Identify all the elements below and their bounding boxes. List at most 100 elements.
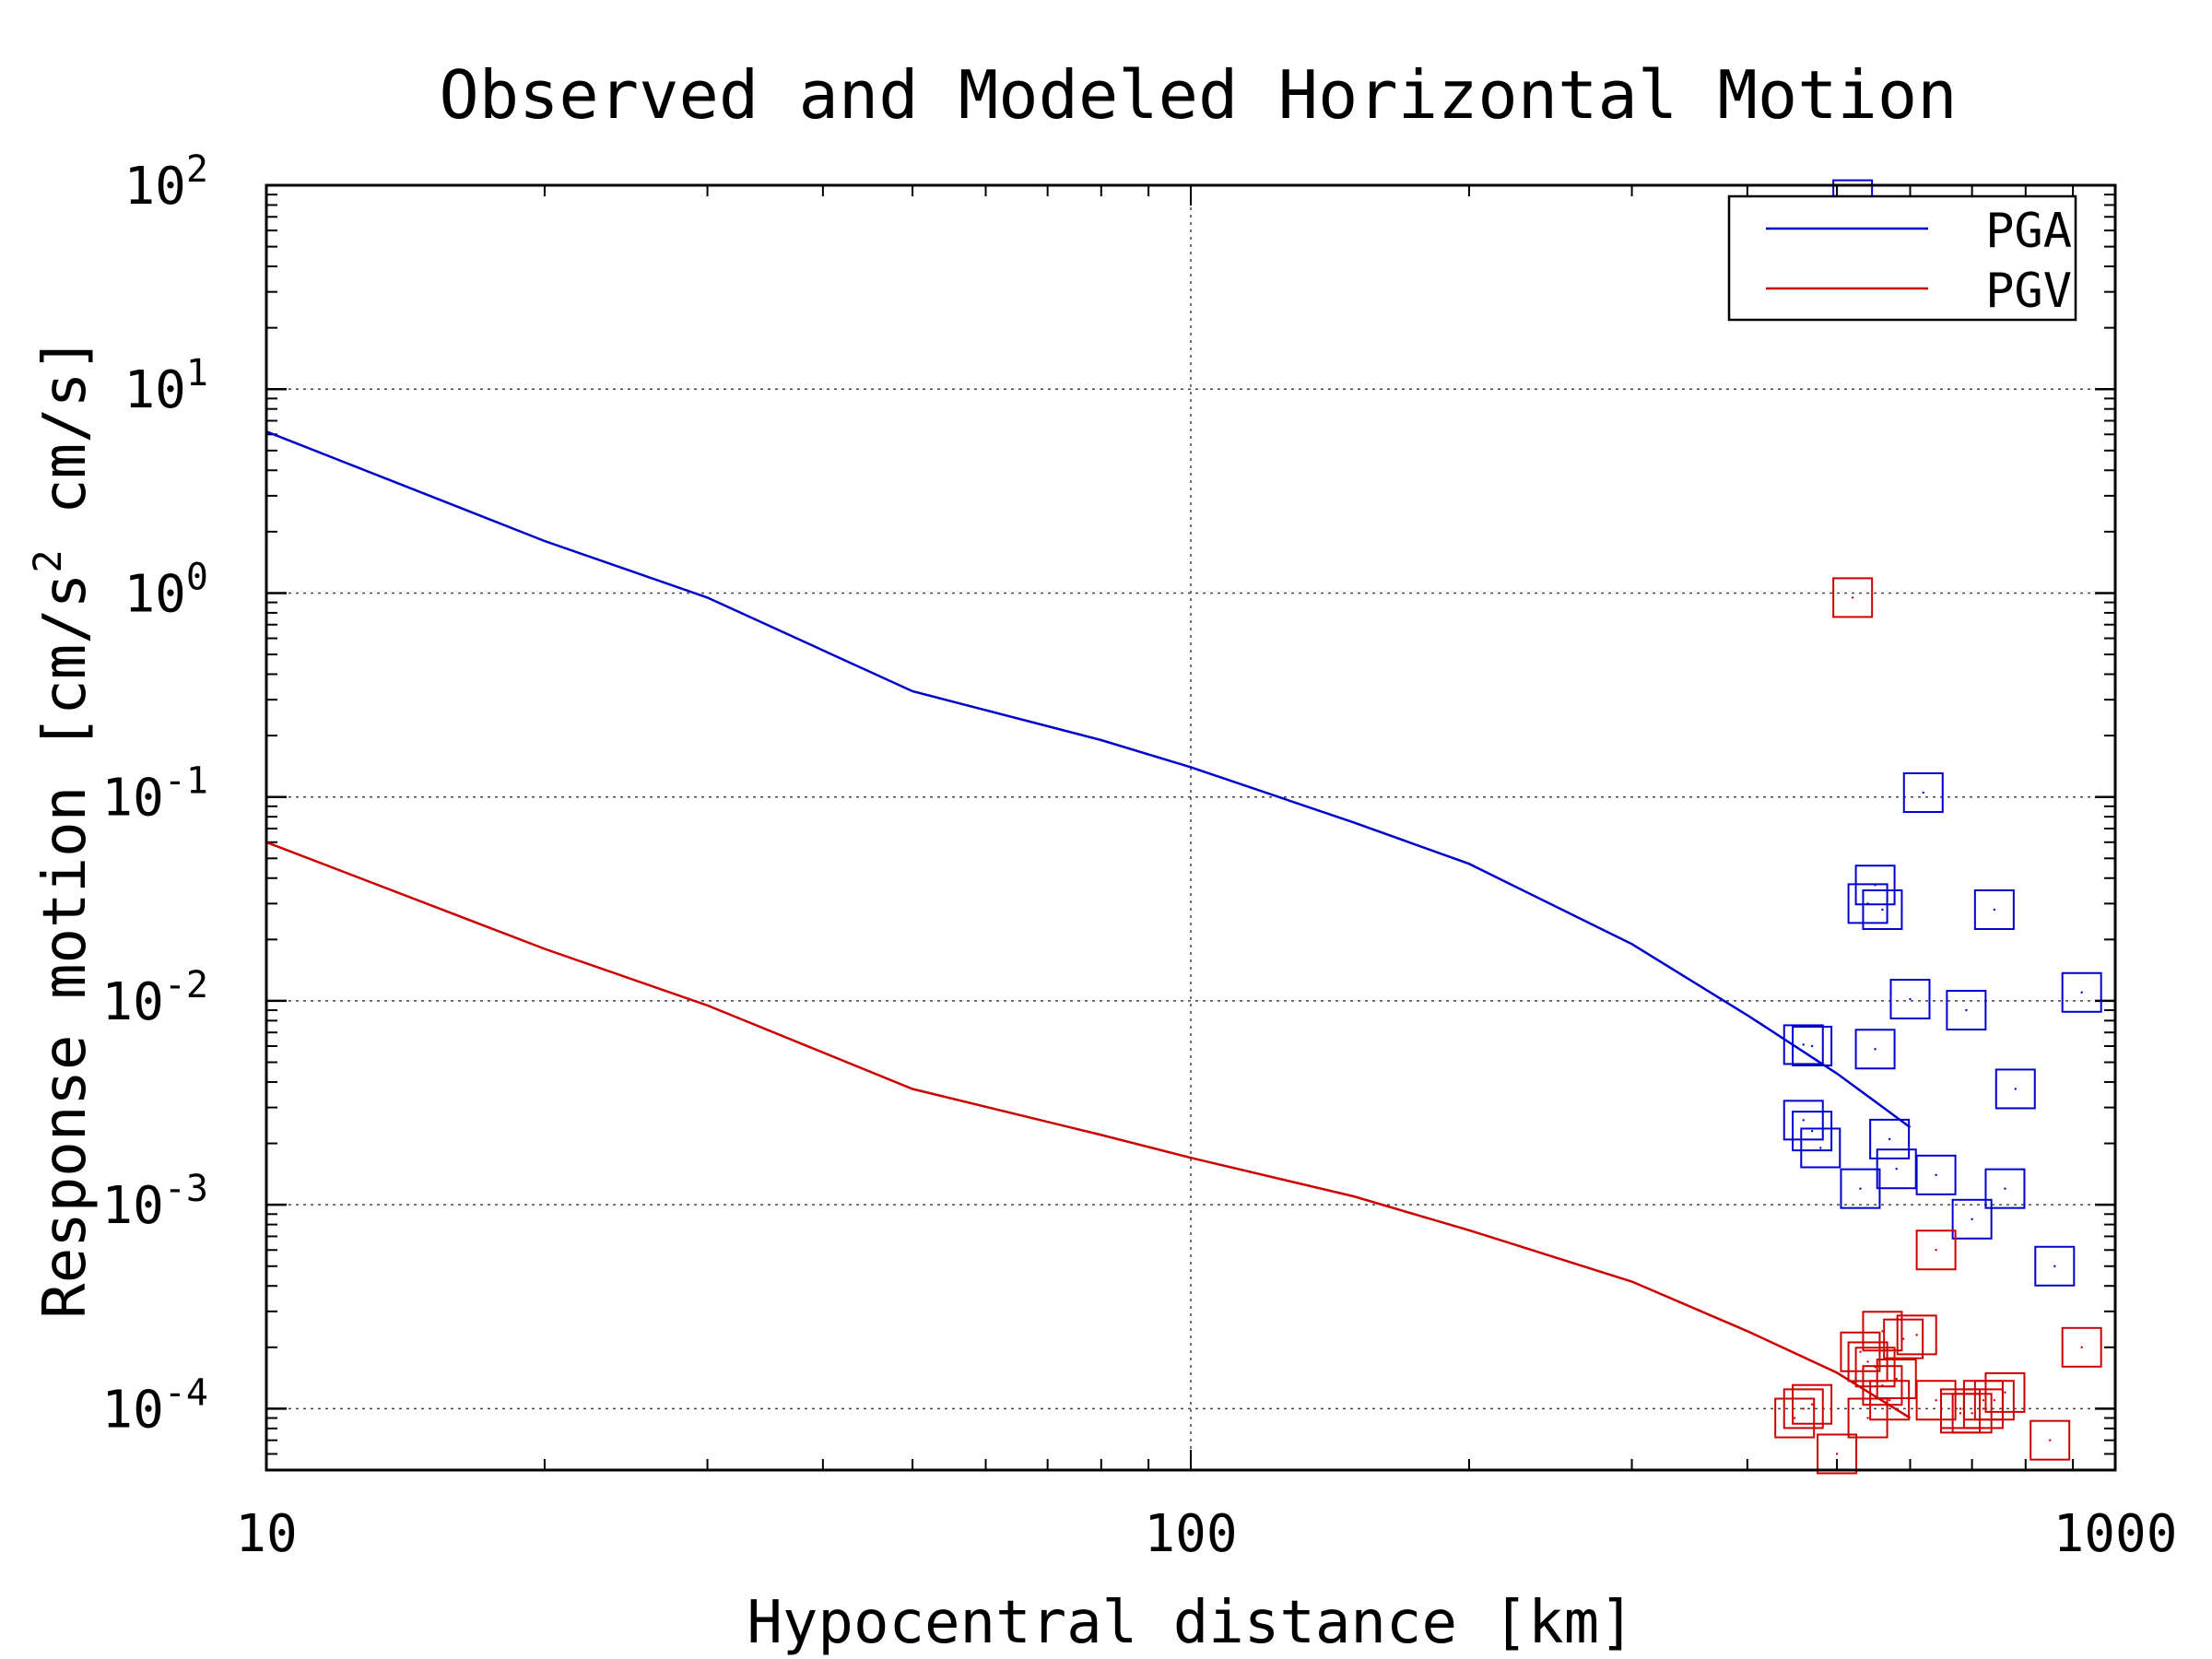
data-point-pgv (1915, 1380, 1957, 1421)
data-point-pga (1994, 1068, 2036, 1110)
data-point-pga (2034, 1245, 2076, 1287)
data-point-pga (1973, 889, 2015, 931)
data-point-pgv (1792, 1383, 1833, 1425)
data-point-center-pgv (1851, 596, 1854, 599)
data-point-pgv (2030, 1419, 2071, 1461)
data-point-center-pga (1881, 908, 1884, 912)
series-layer (265, 179, 2102, 1475)
data-point-center-pga (1810, 1044, 1814, 1048)
data-point-center-pga (1874, 884, 1877, 887)
y-tick-label: 10-3 (101, 1168, 208, 1236)
data-point-pga (1862, 889, 1903, 931)
data-point-pgv (1783, 1388, 1824, 1430)
data-point-pgv (1832, 577, 1874, 618)
data-point-pgv (1862, 1311, 1903, 1352)
data-point-center-pga (1922, 791, 1924, 794)
data-point-pgv (1962, 1388, 2004, 1430)
data-point-pga (1800, 1127, 1841, 1169)
data-point-pgv (1862, 1365, 1903, 1406)
series-pga (265, 179, 2102, 1287)
data-point-center-pgv (1793, 1417, 1796, 1419)
y-axis-label-prefix: Response motion [cm/s (31, 573, 100, 1319)
data-point-pga (1984, 1168, 2026, 1209)
data-point-center-pga (2014, 1088, 2017, 1090)
y-tick-label: 102 (124, 148, 208, 217)
data-point-center-pga (2080, 991, 2083, 994)
data-point-center-pgv (1901, 1337, 1905, 1340)
data-point-center-pgv (1935, 1399, 1937, 1402)
data-point-pga (1951, 1198, 1993, 1240)
data-point-pgv (1915, 1230, 1957, 1271)
data-point-pgv (1847, 1397, 1888, 1439)
data-point-center-pgv (1802, 1407, 1805, 1410)
data-point-center-pga (1888, 1137, 1891, 1141)
data-point-center-pgv (1935, 1249, 1937, 1252)
data-point-center-pgv (1971, 1412, 1973, 1415)
data-point-center-pgv (1859, 1350, 1862, 1353)
data-point-center-pgv (1915, 1334, 1918, 1336)
data-point-center-pga (2004, 1187, 2006, 1190)
data-point-center-pga (1859, 1187, 1862, 1190)
data-point-pgv (1984, 1371, 2026, 1413)
data-point-pga (1854, 1029, 1896, 1070)
data-point-pgv (1840, 1331, 1881, 1372)
data-point-pga (1840, 1168, 1881, 1209)
legend-label-pgv: PGV (1985, 264, 2072, 319)
data-point-pgv (1940, 1393, 1982, 1434)
data-point-pgv (1883, 1318, 1924, 1359)
data-point-center-pga (1810, 1129, 1814, 1133)
y-axis-label-suffix: cm/s] (31, 336, 100, 549)
data-point-pgv (1854, 1347, 1896, 1388)
legend-label-pga: PGA (1985, 204, 2072, 259)
data-point-center-pgv (2049, 1439, 2052, 1441)
data-point-center-pgv (2080, 1346, 2083, 1349)
data-point-pga (1783, 1100, 1824, 1141)
data-point-pgv (2061, 1326, 2102, 1368)
data-point-pga (1869, 1118, 1911, 1159)
plot-frame (265, 183, 2117, 1472)
data-point-center-pga (1965, 1008, 1968, 1012)
data-point-pgv (1896, 1314, 1937, 1356)
data-point-center-pga (1993, 908, 1996, 912)
data-point-center-pgv (1881, 1383, 1884, 1387)
data-point-center-pgv (1982, 1399, 1985, 1402)
legend: PGA PGV (1727, 194, 2077, 322)
data-point-pga (1792, 1026, 1833, 1067)
series-line-pga (265, 430, 1912, 1129)
data-point-center-pgv (1982, 1407, 1985, 1410)
data-point-pgv (1774, 1397, 1816, 1439)
tick-labels: 10 100 1000 102 101 100 10-1 10-2 10-3 10-4 (101, 148, 2177, 1564)
y-axis-label: Response motion [cm/s2 cm/s] (25, 336, 100, 1319)
data-point-center-pgv (1959, 1412, 1962, 1415)
chart-title: Observed and Modeled Horizontal Motion (439, 56, 1957, 134)
y-tick-label: 101 (124, 352, 208, 420)
data-point-center-pga (1819, 1147, 1822, 1149)
y-tick-label: 10-2 (101, 964, 208, 1032)
x-tick-label: 10 (235, 1504, 297, 1564)
data-point-center-pgv (1866, 1417, 1869, 1419)
data-point-pgv (1869, 1380, 1911, 1421)
data-point-pgv (1973, 1380, 2015, 1421)
data-point-pga (2061, 971, 2102, 1013)
y-tick-label: 100 (124, 556, 208, 624)
data-point-center-pga (1802, 1043, 1805, 1046)
data-point-pga (1854, 865, 1896, 906)
data-point-pga (1783, 1024, 1824, 1065)
data-point-center-pga (1874, 1048, 1877, 1051)
x-tick-label: 1000 (2053, 1504, 2178, 1564)
data-point-center-pgv (1835, 1453, 1839, 1455)
data-point-pga (1792, 1111, 1833, 1152)
data-point-center-pgv (1895, 1377, 1898, 1381)
series-line-pgv (265, 841, 1912, 1419)
data-point-center-pgv (1866, 1360, 1869, 1363)
data-point-center-pga (1895, 1168, 1898, 1171)
data-point-pgv (1847, 1341, 1888, 1382)
data-point-center-pga (1935, 1173, 1937, 1177)
data-point-pga (1889, 979, 1931, 1020)
y-tick-label: 10-1 (101, 760, 208, 829)
data-point-pga (1902, 772, 1944, 814)
legend-box (1727, 194, 2077, 322)
data-point-center-pgv (1959, 1407, 1962, 1410)
data-point-center-pga (1909, 997, 1912, 1001)
